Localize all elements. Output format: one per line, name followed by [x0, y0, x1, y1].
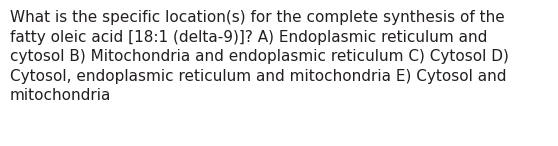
Text: What is the specific location(s) for the complete synthesis of the
fatty oleic a: What is the specific location(s) for the…: [10, 10, 509, 104]
